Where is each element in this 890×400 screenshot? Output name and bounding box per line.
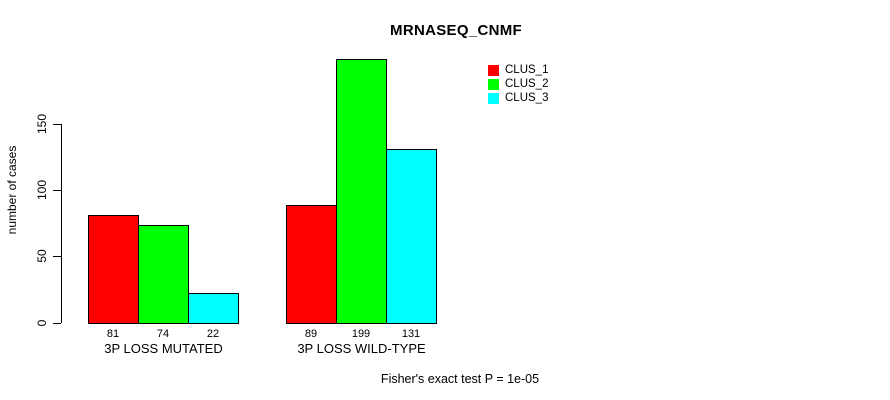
- bar-clus_2: [336, 59, 387, 324]
- legend-swatch-clus_3: [488, 92, 499, 104]
- y-tick: [53, 323, 61, 324]
- group-label: 3P LOSS WILD-TYPE: [297, 341, 426, 356]
- legend-label: CLUS_2: [505, 78, 549, 90]
- legend-label: CLUS_3: [505, 92, 549, 104]
- bar-clus_3: [188, 293, 239, 324]
- bar-value-label: 89: [304, 328, 318, 340]
- legend: CLUS_1 CLUS_2 CLUS_3: [488, 63, 548, 105]
- bar-clus_1: [88, 215, 139, 324]
- group-label: 3P LOSS MUTATED: [104, 341, 223, 356]
- y-tick: [53, 190, 61, 191]
- bar-value-label: 74: [156, 328, 170, 340]
- bar-clus_1: [286, 205, 337, 324]
- footnote-text: Fisher's exact test P = 1e-05: [380, 372, 540, 386]
- y-axis-line: [61, 124, 62, 323]
- y-tick: [53, 124, 61, 125]
- legend-swatch-clus_1: [488, 64, 499, 76]
- legend-label: CLUS_1: [505, 64, 549, 76]
- legend-item: CLUS_3: [488, 91, 548, 105]
- bar-clus_2: [138, 225, 189, 324]
- y-tick-label: 50: [35, 249, 49, 263]
- y-tick-label: 150: [35, 113, 49, 135]
- y-tick-label: 0: [35, 319, 49, 327]
- bar-value-label: 131: [401, 328, 421, 340]
- legend-swatch-clus_2: [488, 78, 499, 90]
- y-tick-label: 100: [35, 179, 49, 201]
- y-tick: [53, 256, 61, 257]
- chart-title: MRNASEQ_CNMF: [390, 22, 522, 39]
- legend-item: CLUS_2: [488, 77, 548, 91]
- legend-item: CLUS_1: [488, 63, 548, 77]
- y-axis-label: number of cases: [5, 145, 19, 235]
- bar-value-label: 199: [351, 328, 371, 340]
- bar-clus_3: [386, 149, 437, 324]
- bar-value-label: 81: [106, 328, 120, 340]
- bar-value-label: 22: [206, 328, 220, 340]
